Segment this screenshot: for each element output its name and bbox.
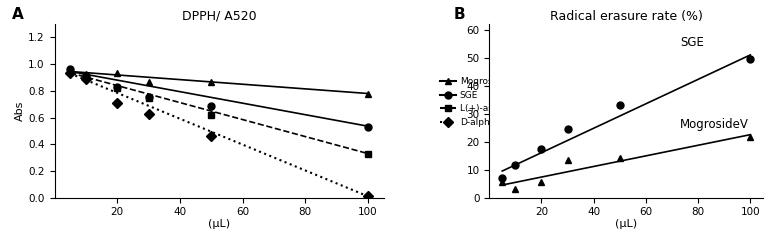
Text: A: A <box>12 7 23 22</box>
Title: Radical erasure rate (%): Radical erasure rate (%) <box>550 10 703 23</box>
Text: SGE: SGE <box>680 36 703 49</box>
Title: DPPH/ A520: DPPH/ A520 <box>182 10 256 23</box>
X-axis label: (μL): (μL) <box>615 219 637 229</box>
Y-axis label: Abs: Abs <box>16 101 26 121</box>
X-axis label: (μL): (μL) <box>208 219 230 229</box>
Text: B: B <box>453 7 465 22</box>
Text: MogrosideV: MogrosideV <box>680 118 749 131</box>
Legend: MogrosideV, SGE, L(+)-ascorbic acid, D-alpha-tocopherol: MogrosideV, SGE, L(+)-ascorbic acid, D-a… <box>436 74 550 131</box>
